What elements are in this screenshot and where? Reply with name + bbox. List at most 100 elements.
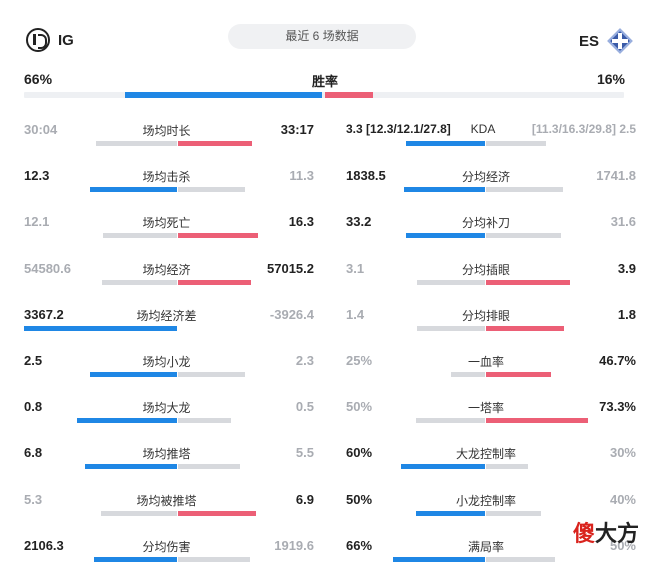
right-bar [486, 371, 551, 377]
left-kda-main: 3.3 [346, 122, 363, 136]
data-range-filter[interactable]: 最近 6 场数据 [228, 24, 416, 49]
watermark-first-char: 傻 [572, 521, 595, 546]
right-bar [486, 187, 563, 193]
left-kda: 3.3 [12.3/12.1/27.8] [346, 122, 451, 136]
left-winrate: 66% [24, 71, 53, 87]
left-bar [401, 464, 485, 470]
right-bar [178, 371, 245, 377]
stat-label: 场均击杀 [142, 170, 191, 185]
left-value: 25% [346, 352, 373, 368]
right-bar [178, 187, 245, 193]
right-team-name: ES [578, 32, 599, 50]
right-bar [486, 141, 546, 146]
left-value: 30:04 [24, 122, 58, 137]
ig-logo-icon [26, 28, 50, 52]
right-bar [486, 464, 528, 470]
right-value: 73.3% [599, 399, 636, 415]
stat-row: 0.8 场均大龙 0.5 [14, 389, 314, 435]
left-bar [24, 325, 177, 331]
left-bar [416, 510, 485, 516]
left-bar [101, 510, 177, 516]
winrate-label: 胜率 [311, 74, 338, 89]
right-winrate-bar [325, 92, 373, 98]
stat-label: 分均伤害 [142, 539, 191, 554]
right-value: -3926.4 [269, 306, 314, 322]
left-value: 1838.5 [346, 168, 386, 184]
right-value: 0.5 [295, 399, 314, 415]
right-bar [178, 279, 251, 285]
left-bar [85, 464, 177, 470]
right-bar [486, 510, 541, 516]
left-bar [102, 279, 177, 285]
right-team[interactable]: ES [579, 28, 633, 54]
left-bar [406, 233, 485, 239]
team-stats-column: 30:04 场均时长 33:17 12.3 场均击杀 11.3 12.1 场均死… [14, 112, 314, 570]
stat-label: 场均大龙 [142, 401, 191, 416]
right-kda-detail: [11.3/16.3/29.8] [531, 122, 616, 136]
left-team[interactable]: IG [26, 28, 74, 52]
right-value: 31.6 [610, 214, 636, 230]
watermark-rest: 大方 [594, 521, 639, 546]
stat-row: 66% 满局率 50% [336, 528, 636, 570]
stat-row-kda: 3.3 [12.3/12.1/27.8] KDA [11.3/16.3/29.8… [336, 112, 636, 158]
stat-row: 33.2 分均补刀 31.6 [336, 204, 636, 250]
right-kda-main: 2.5 [619, 122, 636, 136]
right-value: 5.5 [295, 445, 314, 461]
right-value: 30% [609, 445, 636, 461]
stat-row: 12.3 场均击杀 11.3 [14, 158, 314, 204]
stat-row: 2106.3 分均伤害 1919.6 [14, 528, 314, 570]
stat-label: 场均被推塔 [136, 493, 197, 508]
right-bar [178, 510, 256, 516]
stat-row: 60% 大龙控制率 30% [336, 435, 636, 481]
right-value: 11.3 [289, 168, 314, 184]
winrate-row: 66% 胜率 16% [0, 70, 653, 104]
left-value: 66% [346, 537, 373, 553]
right-value: 1919.6 [274, 537, 314, 553]
right-bar [486, 418, 588, 424]
right-value: 40% [609, 491, 636, 507]
left-value: 50% [346, 399, 373, 415]
left-bar [77, 418, 177, 424]
left-value: 12.3 [24, 168, 50, 184]
left-bar [94, 556, 177, 562]
right-value: 50% [609, 537, 636, 553]
stat-row: 3.1 分均插眼 3.9 [336, 251, 636, 297]
right-value: 16.3 [288, 214, 314, 230]
stat-row: 3367.2 场均经济差 -3926.4 [14, 297, 314, 343]
stat-row: 50% 一塔率 73.3% [336, 389, 636, 435]
es-logo-icon [607, 28, 633, 54]
left-value: 54580.6 [24, 260, 71, 276]
left-bar [103, 233, 177, 239]
right-bar [178, 141, 252, 146]
stat-label: 分均补刀 [461, 216, 510, 231]
right-bar [178, 556, 250, 562]
match-header: IG 最近 6 场数据 ES [0, 0, 653, 60]
left-bar [404, 187, 485, 193]
left-bar [417, 279, 485, 285]
stat-label: 场均时长 [142, 124, 191, 138]
right-value: 3.9 [617, 260, 636, 276]
left-bar [96, 141, 177, 146]
left-value: 2.5 [24, 352, 43, 368]
right-kda: [11.3/16.3/29.8] 2.5 [532, 122, 636, 136]
stat-label: 一血率 [467, 354, 504, 369]
stat-row: 2.5 场均小龙 2.3 [14, 343, 314, 389]
stat-row: 30:04 场均时长 33:17 [14, 112, 314, 158]
stat-row: 50% 小龙控制率 40% [336, 482, 636, 528]
stat-label: 分均排眼 [461, 308, 510, 323]
right-bar [486, 279, 570, 285]
right-value: 46.7% [599, 352, 636, 368]
right-value: 1.8 [617, 306, 636, 322]
left-bar [417, 325, 485, 331]
right-bar [178, 418, 231, 424]
right-winrate: 16% [596, 71, 625, 87]
right-bar [486, 556, 555, 562]
left-bar [393, 556, 485, 562]
player-stats-column: 3.3 [12.3/12.1/27.8] KDA [11.3/16.3/29.8… [336, 112, 636, 570]
watermark-logo: 傻大方 [573, 516, 639, 548]
left-bar [90, 371, 177, 377]
right-bar [178, 464, 240, 470]
stat-label: 小龙控制率 [455, 493, 516, 508]
right-value: 57015.2 [267, 260, 314, 276]
right-value: 1741.8 [596, 168, 636, 184]
